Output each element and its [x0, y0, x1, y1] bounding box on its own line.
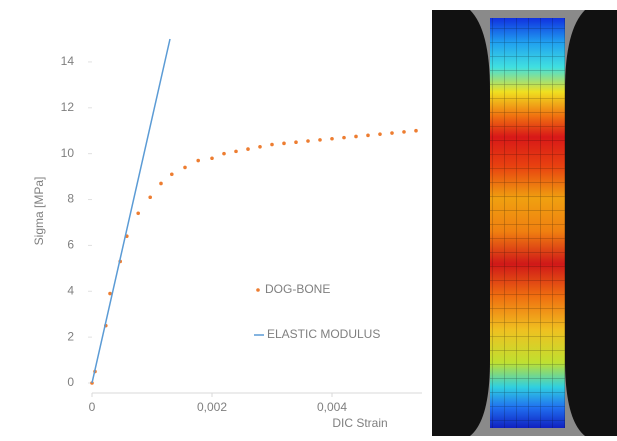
data-point — [246, 147, 250, 151]
data-point — [390, 131, 394, 135]
y-tick-label: 4 — [67, 283, 74, 297]
x-tick-label: 0 — [89, 400, 96, 414]
y-tick-label: 6 — [67, 238, 74, 252]
data-point — [294, 140, 298, 144]
y-axis-label: Sigma [MPa] — [32, 177, 46, 246]
data-point — [330, 136, 334, 141]
plot-area: Sigma [MPa] DIC Strain 0 2 4 6 8 10 12 14 0 0,002… — [32, 38, 422, 430]
x-tick-label: 0,004 — [317, 400, 347, 414]
x-tick-label: 0,002 — [197, 400, 227, 414]
y-tick-label: 2 — [67, 329, 74, 343]
data-point — [402, 130, 406, 134]
y-tick-label: 14 — [61, 54, 75, 68]
legend-marker — [256, 288, 260, 292]
data-point — [306, 139, 310, 143]
data-point — [366, 133, 370, 138]
legend-label: DOG-BONE — [265, 282, 330, 296]
data-point — [136, 211, 140, 216]
y-tick-label: 12 — [61, 100, 75, 114]
data-point — [196, 158, 200, 163]
data-point — [159, 181, 163, 186]
data-point — [222, 151, 226, 156]
series-line — [91, 38, 171, 384]
data-point — [148, 195, 152, 200]
data-point — [318, 138, 322, 142]
data-point — [258, 144, 262, 149]
data-point — [270, 142, 274, 147]
data-point — [234, 149, 238, 154]
y-tick-label: 8 — [67, 192, 74, 206]
x-axis-label: DIC Strain — [332, 416, 387, 430]
data-point — [378, 132, 382, 136]
data-point — [210, 156, 214, 161]
data-point — [108, 291, 112, 296]
data-point — [342, 135, 346, 140]
data-point — [170, 172, 174, 177]
y-tick-label: 10 — [61, 146, 75, 160]
legend-label: ELASTIC MODULUS — [267, 327, 380, 341]
data-point — [282, 141, 286, 146]
y-tick-label: 0 — [67, 375, 74, 389]
data-point — [414, 128, 418, 133]
data-point — [354, 134, 358, 139]
dic-image — [432, 10, 617, 436]
data-point — [183, 165, 187, 170]
